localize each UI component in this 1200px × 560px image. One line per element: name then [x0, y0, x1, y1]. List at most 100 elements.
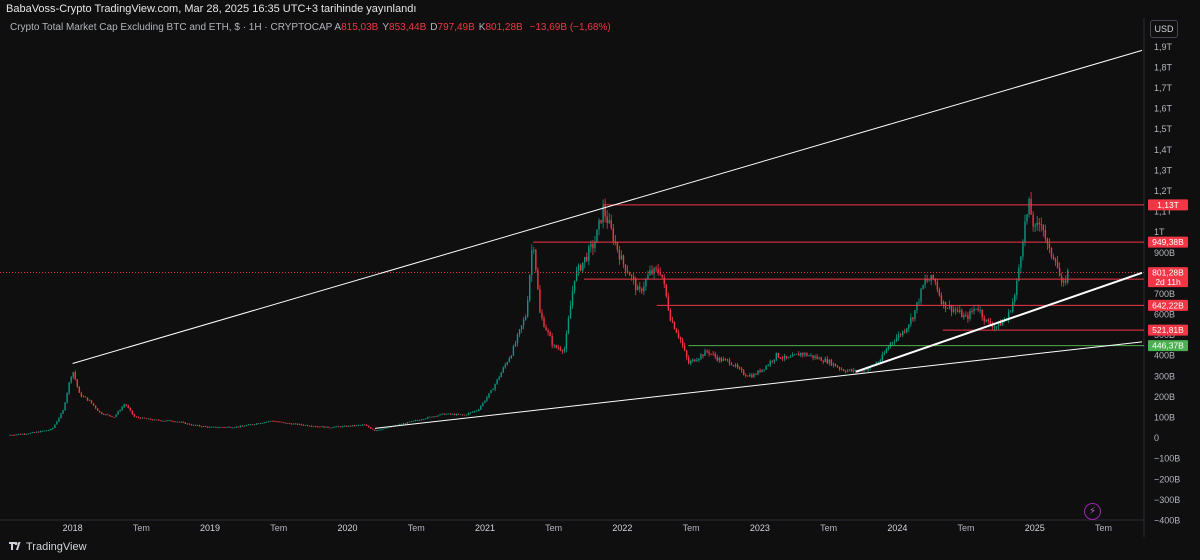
candle-body: [690, 361, 692, 364]
trend-line: [855, 271, 1143, 373]
candle-body: [143, 417, 146, 419]
candle-body: [302, 424, 305, 426]
candle-body: [916, 302, 918, 311]
candle-body: [33, 432, 36, 434]
candle-body: [465, 414, 468, 416]
candle-body: [789, 356, 792, 358]
candle-body: [571, 290, 574, 306]
candle-body: [190, 424, 193, 426]
candle-body: [877, 361, 879, 363]
candle-body: [37, 431, 40, 433]
candle-body: [594, 242, 596, 249]
candle-body: [734, 364, 737, 367]
candle-body: [698, 358, 700, 361]
candle-body: [604, 205, 606, 217]
candle-body: [708, 351, 710, 354]
candle-body: [798, 353, 800, 356]
level-badge: 642,22B: [1152, 300, 1184, 310]
candle-body: [999, 321, 1002, 326]
candle-body: [665, 284, 667, 297]
candle-body: [251, 424, 254, 426]
candle-body: [669, 309, 672, 321]
ohlc-label: Y: [382, 22, 390, 33]
candle-body: [979, 309, 981, 311]
y-tick-label: −300B: [1154, 495, 1180, 505]
candle-body: [223, 427, 225, 428]
candle-body: [804, 353, 806, 355]
candle-body: [543, 317, 545, 327]
candle-body: [673, 321, 676, 330]
lightning-icon[interactable]: ⚡: [1084, 503, 1101, 520]
candle-body: [21, 433, 23, 435]
candle-body: [211, 426, 213, 428]
candle-body: [622, 255, 625, 265]
candle-body: [390, 426, 392, 428]
candle-body: [202, 426, 205, 428]
candle-body: [253, 424, 256, 426]
candle-body: [694, 359, 696, 362]
candle-body: [952, 309, 955, 312]
candle-body: [749, 374, 751, 377]
candle-body: [606, 216, 608, 224]
y-tick-label: −200B: [1154, 474, 1180, 484]
candle-body: [131, 410, 134, 415]
candle-body: [147, 418, 150, 420]
y-tick-label: 1T: [1154, 227, 1165, 237]
candle-body: [94, 405, 97, 409]
candle-body: [439, 414, 441, 416]
x-tick-label: Tem: [133, 523, 150, 533]
candle-body: [70, 376, 72, 383]
candle-body: [963, 315, 965, 318]
candle-body: [255, 423, 258, 425]
candle-body: [335, 426, 337, 428]
candle-body: [730, 363, 733, 366]
candle-body: [559, 348, 562, 351]
candle-body: [245, 425, 248, 426]
candle-body: [901, 331, 904, 336]
candle-body: [512, 346, 515, 356]
candle-body: [635, 279, 637, 291]
candle-body: [533, 249, 535, 251]
candle-body: [72, 372, 74, 377]
candle-body: [957, 310, 959, 312]
candle-body: [1014, 294, 1016, 302]
y-tick-label: 1,8T: [1154, 62, 1173, 72]
candle-body: [751, 374, 753, 378]
level-badge-bg: [1148, 199, 1188, 211]
x-tick-label: Tem: [820, 523, 837, 533]
candle-body: [863, 369, 865, 372]
y-tick-label: 1,3T: [1154, 165, 1173, 175]
candle-body: [959, 310, 961, 312]
candle-body: [626, 271, 629, 273]
candle-body: [257, 423, 260, 425]
candle-body: [215, 426, 217, 428]
candle-body: [194, 424, 197, 426]
candle-body: [447, 413, 449, 415]
candle-body: [31, 432, 34, 434]
x-tick-label: 2020: [337, 523, 357, 533]
candle-body: [99, 410, 101, 413]
current-price-badge-bg: [1148, 267, 1188, 288]
tradingview-logo[interactable]: TradingView: [8, 541, 87, 553]
candle-body: [767, 365, 769, 366]
candle-body: [887, 346, 890, 350]
ohlc-label: D: [430, 22, 438, 33]
candle-body: [948, 305, 951, 309]
candle-body: [286, 423, 288, 424]
candle-body: [27, 433, 30, 435]
currency-button[interactable]: USD: [1150, 20, 1178, 38]
x-tick-label: 2024: [887, 523, 907, 533]
candle-body: [747, 375, 749, 377]
candle-body: [29, 432, 32, 434]
candle-body: [239, 425, 242, 428]
candle-body: [641, 288, 643, 292]
candle-body: [90, 400, 93, 404]
candle-body: [176, 421, 178, 423]
candle-body: [1040, 224, 1042, 226]
y-tick-label: 900B: [1154, 248, 1175, 258]
trend-line: [72, 49, 1143, 364]
candle-body: [865, 369, 867, 371]
candle-body: [105, 414, 107, 416]
candle-body: [820, 357, 822, 362]
